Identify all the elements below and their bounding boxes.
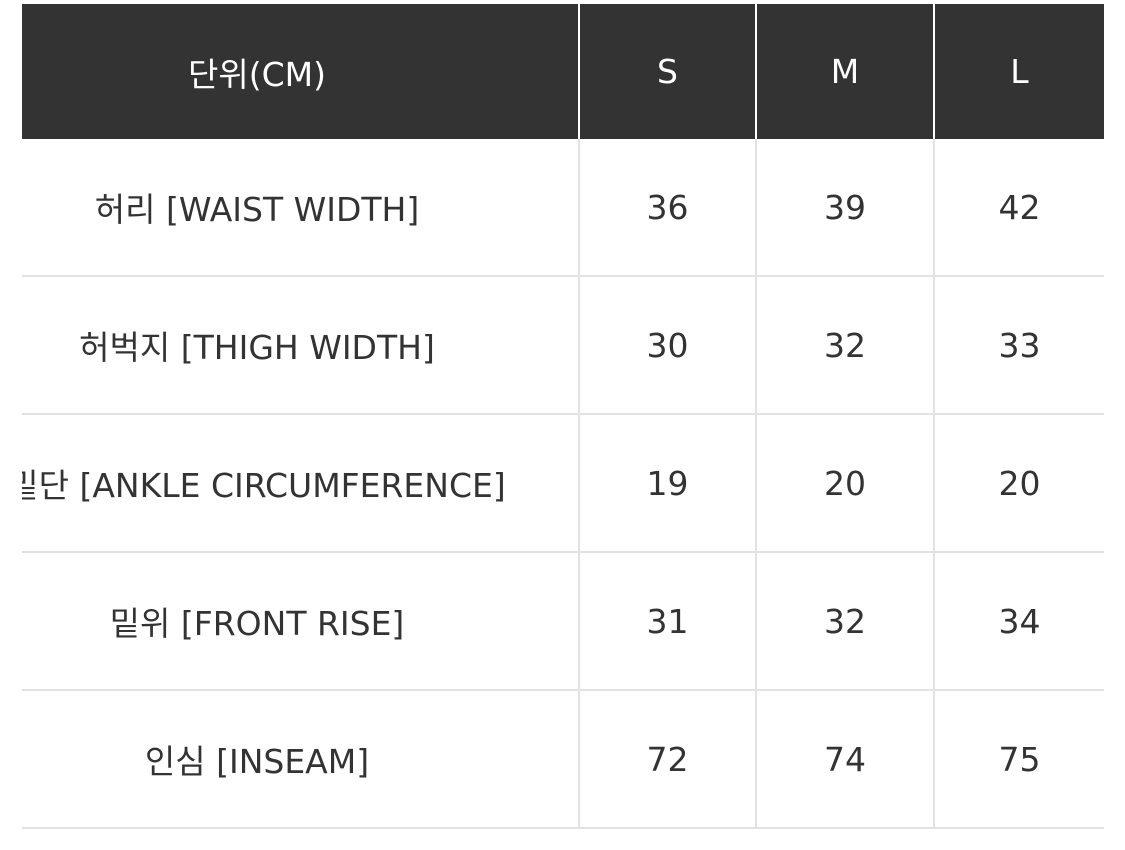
value-size-m: 32 (757, 553, 935, 691)
value-size-s: 30 (580, 277, 757, 415)
table-row: 인심 [INSEAM] 72 74 75 (22, 691, 1104, 829)
value-size-l: 42 (935, 139, 1104, 277)
row-label: 밑단 [ANKLE CIRCUMFERENCE] (22, 415, 580, 553)
row-label: 인심 [INSEAM] (22, 691, 580, 829)
value-size-s: 36 (580, 139, 757, 277)
size-table-viewport[interactable]: 단위(CM) S M L 허리 [WAIST WIDTH] 36 39 42 허벅지 [… (22, 4, 1104, 844)
value-size-l: 20 (935, 415, 1104, 553)
table-row: 허리 [WAIST WIDTH] 36 39 42 (22, 139, 1104, 277)
header-unit: 단위(CM) (22, 4, 580, 139)
header-size-s: S (580, 4, 757, 139)
value-size-m: 20 (757, 415, 935, 553)
value-size-s: 31 (580, 553, 757, 691)
value-size-m: 32 (757, 277, 935, 415)
header-size-m: M (757, 4, 935, 139)
value-size-l: 33 (935, 277, 1104, 415)
table-row: 밑단 [ANKLE CIRCUMFERENCE] 19 20 20 (22, 415, 1104, 553)
table-row: 밑위 [FRONT RISE] 31 32 34 (22, 553, 1104, 691)
row-label: 밑위 [FRONT RISE] (22, 553, 580, 691)
header-size-l: L (935, 4, 1104, 139)
table-row: 허벅지 [THIGH WIDTH] 30 32 33 (22, 277, 1104, 415)
table-header-row: 단위(CM) S M L (22, 4, 1104, 139)
value-size-m: 39 (757, 139, 935, 277)
row-label: 허리 [WAIST WIDTH] (22, 139, 580, 277)
value-size-l: 34 (935, 553, 1104, 691)
value-size-m: 74 (757, 691, 935, 829)
value-size-s: 72 (580, 691, 757, 829)
size-table: 단위(CM) S M L 허리 [WAIST WIDTH] 36 39 42 허벅지 [… (22, 4, 1104, 829)
row-label: 허벅지 [THIGH WIDTH] (22, 277, 580, 415)
value-size-l: 75 (935, 691, 1104, 829)
value-size-s: 19 (580, 415, 757, 553)
